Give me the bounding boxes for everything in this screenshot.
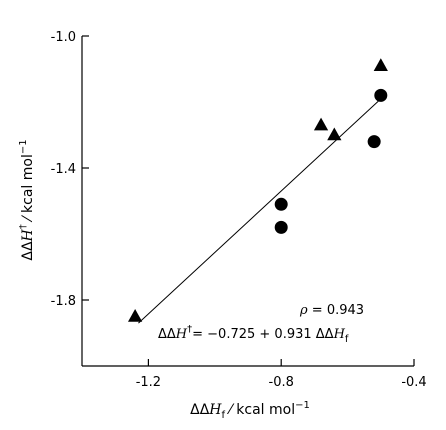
circle-point <box>367 135 381 149</box>
x-tick-label: -1.2 <box>136 375 161 390</box>
triangle-point <box>127 309 143 322</box>
fit-line-group <box>138 98 382 324</box>
ticks: -1.2 -0.8 -0.4 -1.0 -1.4 -1.8 <box>51 30 427 390</box>
triangle-point <box>313 117 329 131</box>
axes <box>81 36 414 367</box>
equation-annotation: ΔΔH†= −0.725 + 0.931 ΔΔHf <box>158 324 349 345</box>
y-tick-label: -1.0 <box>51 30 76 45</box>
rho-annotation: ρ = 0.943 <box>299 303 364 318</box>
y-tick-label: -1.4 <box>51 162 76 177</box>
triangle-point <box>327 127 342 141</box>
x-tick-label: -0.8 <box>269 375 294 390</box>
data-points <box>127 58 388 322</box>
triangle-point <box>373 58 388 71</box>
circle-point <box>374 88 388 102</box>
y-tick-label: -1.8 <box>51 294 76 309</box>
circle-point <box>274 220 288 234</box>
circle-point <box>274 197 288 211</box>
fit-line <box>138 98 382 324</box>
x-axis-label: ΔΔHf ⁄ kcal mol−1 <box>190 400 310 421</box>
x-tick-label: -0.4 <box>401 375 426 390</box>
y-axis-label: ΔΔH† ⁄ kcal mol−1 <box>18 139 36 260</box>
